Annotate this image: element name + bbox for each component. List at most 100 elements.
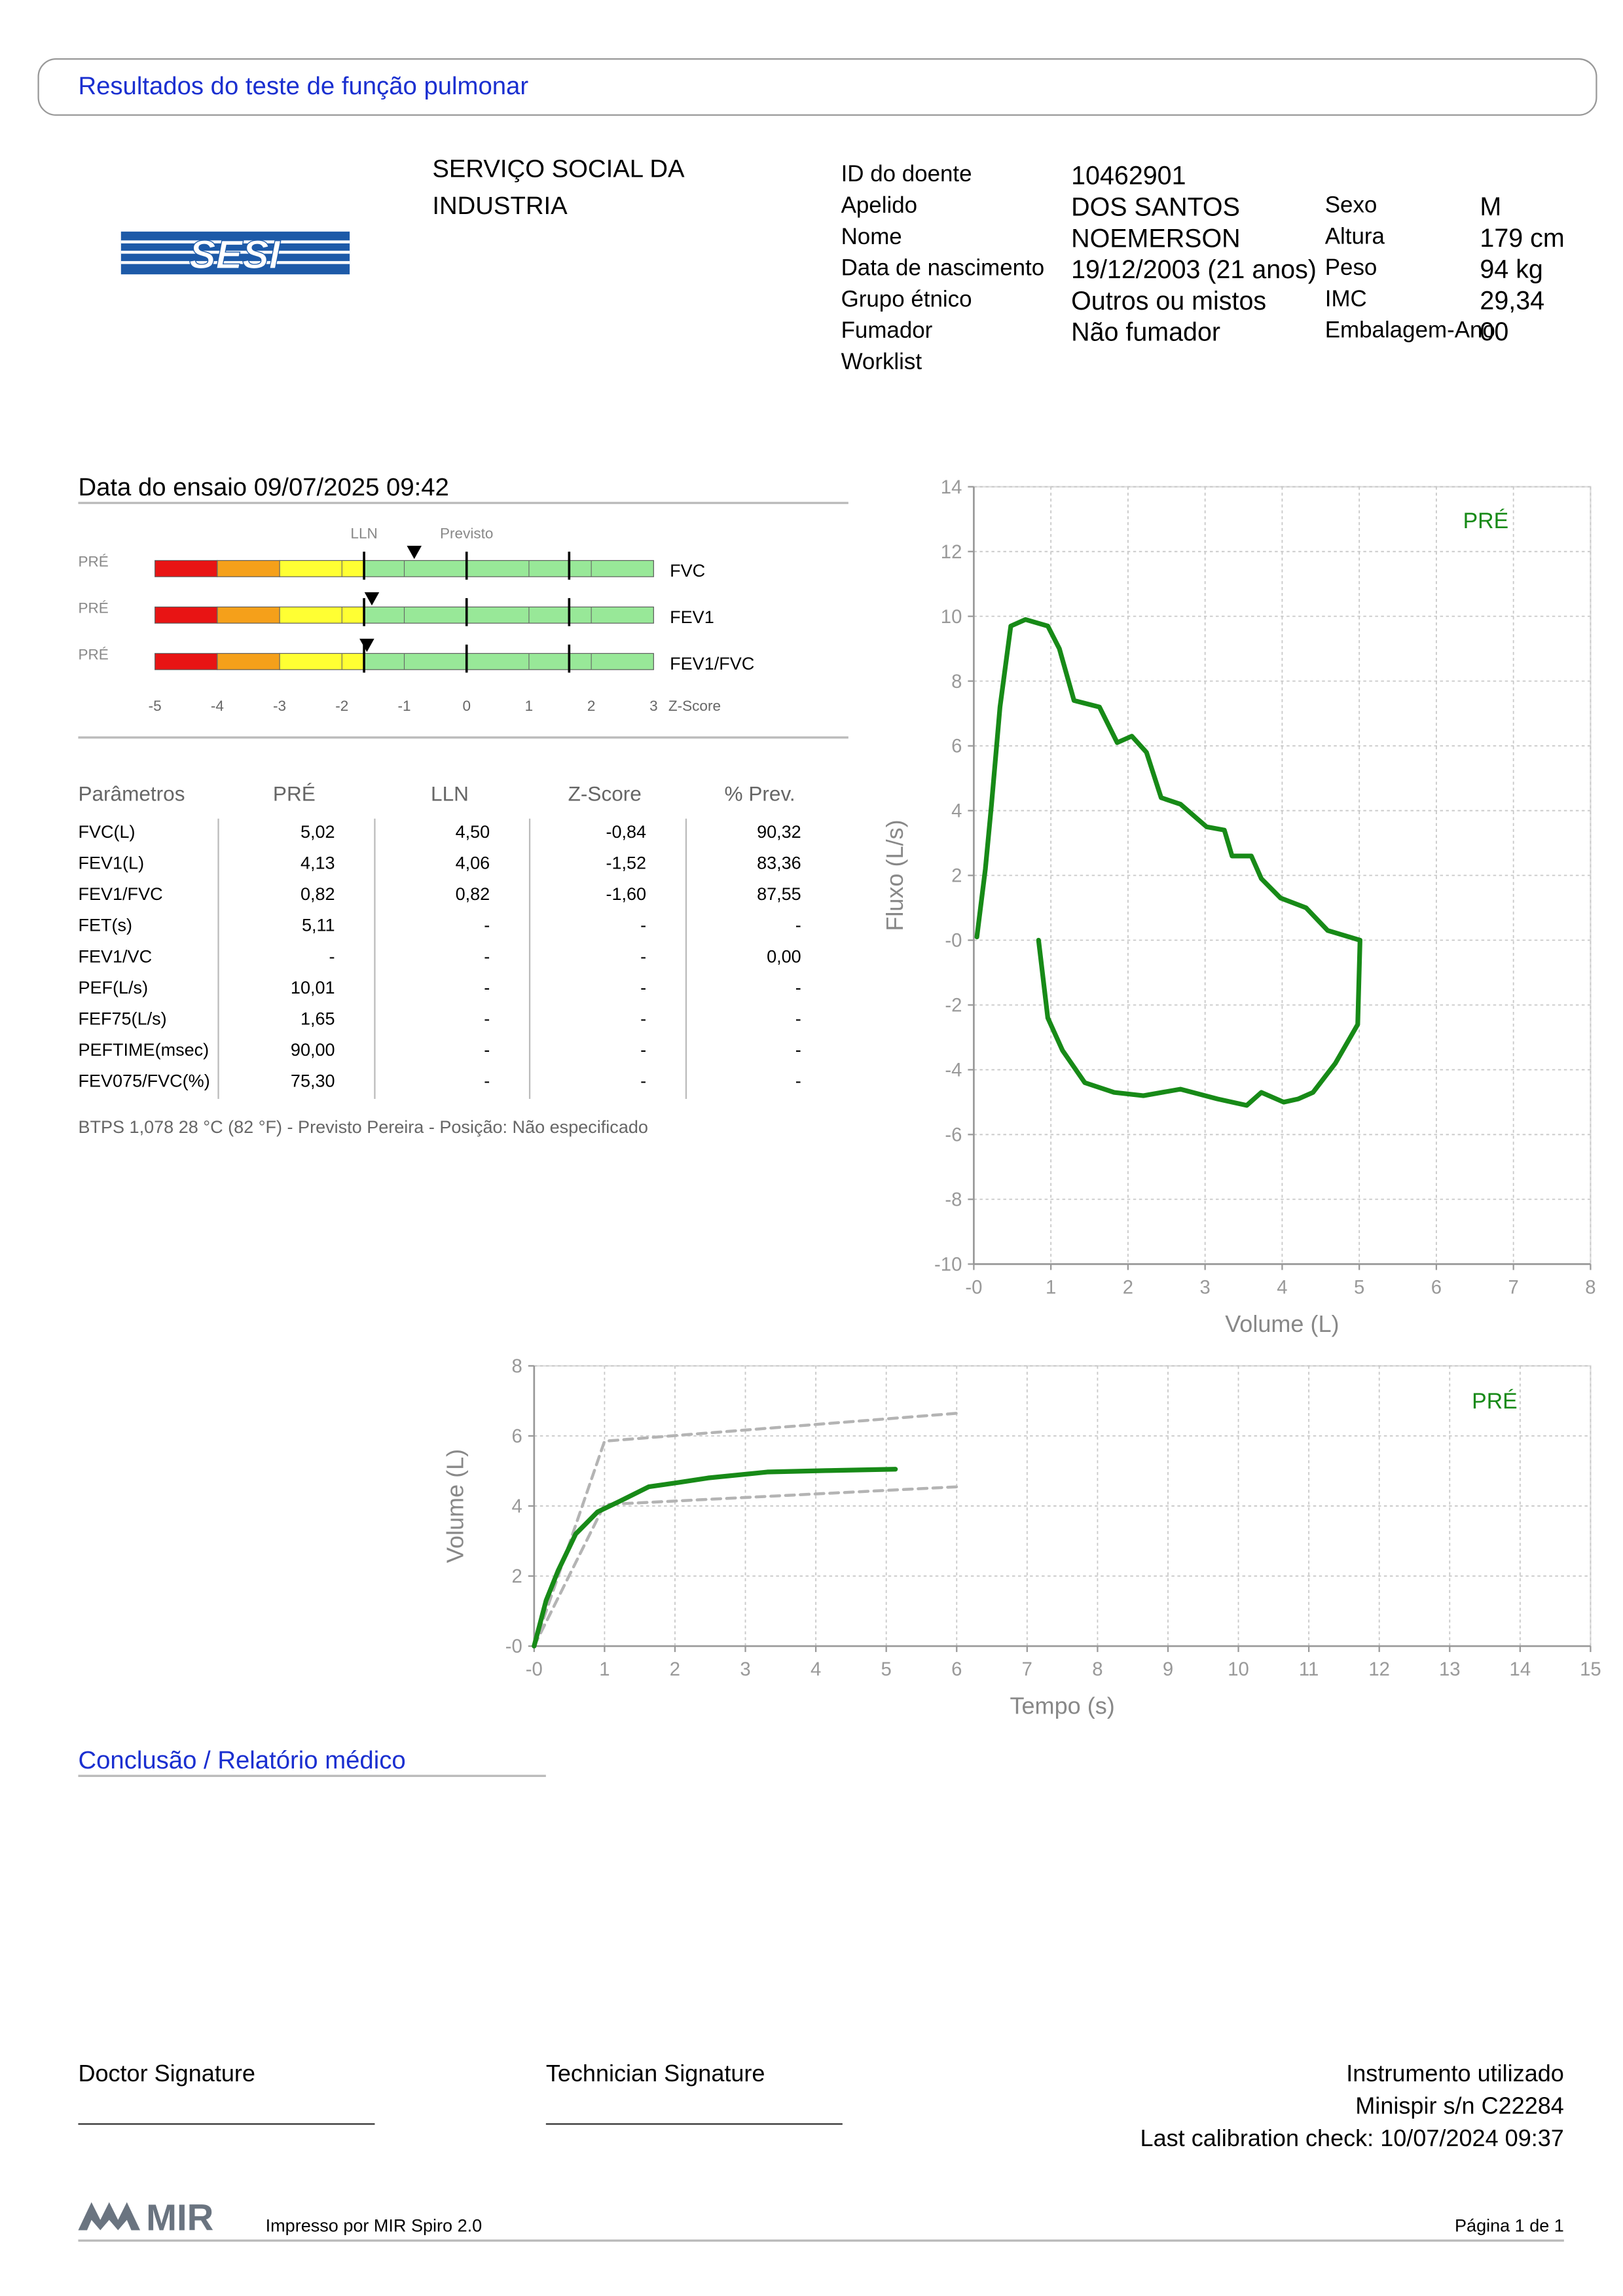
zscore-tick-label: -4 (211, 698, 224, 714)
x-tick-label: -0 (965, 1276, 982, 1298)
y-tick-label: 2 (951, 865, 962, 887)
zscore-axis-label: Z-Score (668, 698, 721, 714)
predicted-line (532, 1485, 960, 1648)
cell: 4,50 (456, 822, 490, 842)
logo-stripe (120, 240, 350, 243)
cell: - (795, 916, 801, 935)
phase-label: PRÉ (78, 646, 108, 662)
x-axis-title: Tempo (s) (1010, 1693, 1114, 1719)
patient-label: Nome (841, 224, 902, 249)
y-tick-label: 14 (941, 476, 962, 498)
org-line: INDUSTRIA (432, 192, 568, 220)
zone (155, 606, 218, 624)
cell: - (640, 946, 646, 966)
patient-label: Embalagem-Ano (1325, 317, 1495, 343)
zscore-marker (364, 592, 380, 606)
zscore-marker (359, 638, 374, 653)
param-name: FEV1/FVC (78, 884, 162, 904)
zone (279, 560, 365, 577)
cell: 87,55 (757, 884, 801, 904)
header-title: Resultados do teste de função pulmonar (78, 72, 528, 100)
x-tick-label: 5 (881, 1659, 892, 1680)
instrument-line: Minispir s/n C22284 (1355, 2092, 1564, 2119)
cell: 5,11 (302, 916, 335, 935)
cell: 90,32 (757, 822, 801, 842)
param-name: PEFTIME(msec) (78, 1040, 209, 1060)
org-line: SERVIÇO SOCIAL DA (432, 154, 685, 183)
cell: 0,00 (767, 946, 801, 966)
y-tick-label: -10 (934, 1254, 962, 1276)
patient-label: Grupo étnico (841, 286, 972, 312)
y-tick-label: -0 (945, 930, 962, 952)
y-tick-label: 10 (941, 606, 962, 628)
zone (363, 653, 654, 670)
predicted-line (532, 1411, 960, 1648)
patient-label: IMC (1325, 286, 1367, 312)
x-tick-label: -0 (526, 1659, 543, 1680)
column-header: PRÉ (273, 782, 316, 806)
cell: -0,84 (606, 822, 646, 842)
cell: - (640, 1071, 646, 1090)
x-axis-title: Volume (L) (1225, 1310, 1339, 1337)
x-tick-label: 6 (1431, 1276, 1442, 1298)
patient-value: 94 kg (1480, 255, 1542, 284)
patient-label: Altura (1325, 223, 1385, 249)
zscore-tick-label: -5 (149, 698, 162, 714)
x-tick-label: 5 (1354, 1276, 1364, 1298)
y-tick-label: -2 (945, 995, 962, 1016)
y-tick-label: 4 (951, 800, 962, 822)
row-name: FVC (670, 561, 705, 581)
patient-label: Data de nascimento (841, 255, 1045, 281)
cell: -1,52 (606, 853, 646, 873)
y-tick-label: 6 (511, 1426, 522, 1447)
cell: 75,30 (291, 1071, 335, 1090)
x-tick-label: 2 (670, 1659, 680, 1680)
instrument-line: Last calibration check: 10/07/2024 09:37 (1140, 2125, 1564, 2151)
logo-wave (78, 2202, 141, 2231)
cell: - (795, 978, 801, 997)
logo-text: SESI (189, 232, 281, 277)
x-tick-label: 7 (1508, 1276, 1519, 1298)
patient-label: ID do doente (841, 161, 972, 187)
technician-signature: Technician Signature (546, 2060, 765, 2087)
zone (363, 560, 654, 577)
cell: 83,36 (757, 853, 801, 873)
patient-label: Peso (1325, 255, 1377, 280)
cell: 90,00 (291, 1040, 335, 1060)
cell: 0,82 (456, 884, 490, 904)
y-tick-label: -4 (945, 1060, 962, 1081)
cell: - (640, 916, 646, 935)
cell: - (484, 946, 490, 966)
x-tick-label: 3 (1200, 1276, 1211, 1298)
legend-label: PRÉ (1472, 1389, 1518, 1414)
y-tick-label: 6 (951, 736, 962, 757)
x-tick-label: 13 (1439, 1659, 1461, 1680)
y-tick-label: 12 (941, 541, 962, 563)
cell: 1,65 (301, 1009, 335, 1028)
cell: - (484, 1040, 490, 1060)
param-name: FEV1(L) (78, 853, 144, 873)
x-tick-label: 15 (1580, 1659, 1601, 1680)
cell: - (484, 978, 490, 997)
cell: - (795, 1071, 801, 1090)
printed-by: Impresso por MIR Spiro 2.0 (266, 2216, 482, 2236)
patient-label: Apelido (841, 192, 918, 218)
y-tick-label: -0 (505, 1636, 522, 1657)
x-tick-label: 8 (1585, 1276, 1596, 1298)
instrument-line: Instrumento utilizado (1346, 2060, 1564, 2087)
cell: - (795, 1009, 801, 1028)
patient-value: Outros ou mistos (1071, 287, 1266, 315)
logo-stripe (120, 251, 350, 254)
row-name: FEV1/FVC (670, 654, 754, 673)
cell: - (484, 916, 490, 935)
y-tick-label: 8 (511, 1355, 522, 1377)
sesi-logo: SESI (120, 231, 350, 278)
column-header: Parâmetros (78, 782, 185, 806)
patient-value: M (1480, 192, 1501, 221)
cell: - (640, 978, 646, 997)
x-tick-label: 7 (1022, 1659, 1032, 1680)
cell: 10,01 (291, 978, 335, 997)
zscore-tick-label: 2 (587, 698, 596, 714)
